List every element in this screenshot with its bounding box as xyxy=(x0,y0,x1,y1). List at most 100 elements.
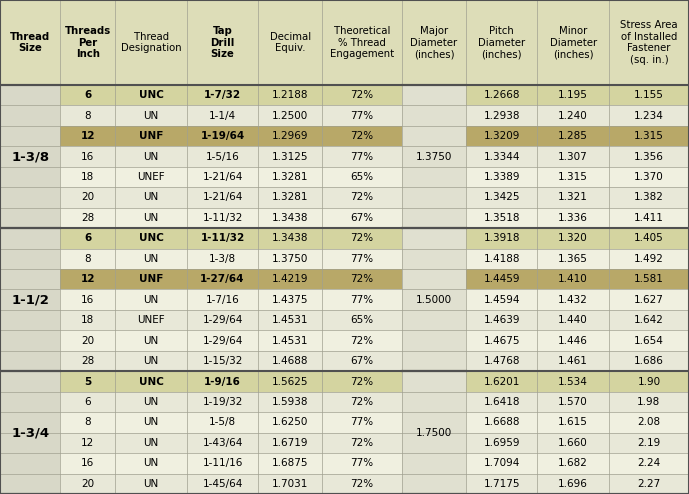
Bar xyxy=(61,85,115,105)
Text: 1.321: 1.321 xyxy=(558,193,588,203)
Text: 1-3/8: 1-3/8 xyxy=(209,254,236,264)
Text: 1-21/64: 1-21/64 xyxy=(203,193,243,203)
Text: 1-45/64: 1-45/64 xyxy=(203,479,243,489)
Text: 1.446: 1.446 xyxy=(558,335,588,346)
Text: 16: 16 xyxy=(81,152,94,162)
Bar xyxy=(61,146,115,167)
Bar xyxy=(61,207,115,228)
Bar xyxy=(466,371,537,392)
Text: 1-11/16: 1-11/16 xyxy=(203,458,243,468)
Text: 1-1/4: 1-1/4 xyxy=(209,111,236,121)
Text: 1.654: 1.654 xyxy=(634,335,664,346)
Text: 1.7031: 1.7031 xyxy=(272,479,308,489)
Text: 12: 12 xyxy=(81,274,95,284)
Text: 5: 5 xyxy=(84,376,92,386)
Bar xyxy=(609,392,689,412)
Text: 1.615: 1.615 xyxy=(558,417,588,427)
Text: 1.320: 1.320 xyxy=(558,233,588,244)
Text: Pitch
Diameter
(inches): Pitch Diameter (inches) xyxy=(478,26,525,59)
Bar xyxy=(322,371,402,392)
Text: 1.3425: 1.3425 xyxy=(484,193,520,203)
Text: 1-3/4: 1-3/4 xyxy=(11,426,50,439)
Text: 8: 8 xyxy=(85,417,91,427)
Bar xyxy=(187,269,258,289)
Text: 1.3750: 1.3750 xyxy=(416,152,452,162)
Bar xyxy=(322,146,402,167)
Text: 2.27: 2.27 xyxy=(637,479,661,489)
Text: 1-19/32: 1-19/32 xyxy=(203,397,243,407)
Text: Theoretical
% Thread
Engagement: Theoretical % Thread Engagement xyxy=(330,26,394,59)
Bar xyxy=(537,248,609,269)
Bar xyxy=(609,187,689,207)
Text: 28: 28 xyxy=(81,213,94,223)
Text: UN: UN xyxy=(143,254,158,264)
Text: 1.432: 1.432 xyxy=(558,295,588,305)
Text: UN: UN xyxy=(143,295,158,305)
Bar xyxy=(61,351,115,371)
Bar xyxy=(537,433,609,453)
Bar xyxy=(61,412,115,433)
Text: 1.696: 1.696 xyxy=(558,479,588,489)
Bar xyxy=(115,126,187,146)
Bar xyxy=(609,269,689,289)
Text: 1.642: 1.642 xyxy=(634,315,664,325)
Bar xyxy=(537,207,609,228)
Text: 18: 18 xyxy=(81,315,94,325)
Bar xyxy=(115,269,187,289)
Bar xyxy=(115,207,187,228)
Text: 1.4531: 1.4531 xyxy=(272,315,309,325)
Text: 6: 6 xyxy=(85,397,91,407)
Bar xyxy=(322,474,402,494)
Bar xyxy=(115,228,187,248)
Bar xyxy=(537,310,609,330)
Text: 77%: 77% xyxy=(351,458,373,468)
Bar xyxy=(187,126,258,146)
Bar xyxy=(187,167,258,187)
Text: 1.98: 1.98 xyxy=(637,397,661,407)
Bar xyxy=(537,371,609,392)
Text: 72%: 72% xyxy=(351,397,373,407)
Bar xyxy=(0,371,61,494)
Text: 1.6719: 1.6719 xyxy=(272,438,309,448)
Text: 1.6250: 1.6250 xyxy=(272,417,308,427)
Bar xyxy=(466,330,537,351)
Bar xyxy=(61,392,115,412)
Text: 1.356: 1.356 xyxy=(634,152,664,162)
Text: UN: UN xyxy=(143,438,158,448)
Bar xyxy=(258,474,322,494)
Text: 1-43/64: 1-43/64 xyxy=(203,438,243,448)
Bar xyxy=(322,392,402,412)
Text: 1.4219: 1.4219 xyxy=(272,274,309,284)
Text: 1.6875: 1.6875 xyxy=(272,458,309,468)
Text: 72%: 72% xyxy=(351,193,373,203)
Bar xyxy=(609,453,689,474)
Text: 1.4675: 1.4675 xyxy=(484,335,520,346)
Text: 1.315: 1.315 xyxy=(634,131,664,141)
Bar xyxy=(466,228,537,248)
Bar xyxy=(466,248,537,269)
Bar xyxy=(466,146,537,167)
Text: 20: 20 xyxy=(81,479,94,489)
Text: 1.3918: 1.3918 xyxy=(484,233,520,244)
Bar xyxy=(466,105,537,126)
Bar xyxy=(322,351,402,371)
Bar xyxy=(258,105,322,126)
Bar xyxy=(466,453,537,474)
Text: 72%: 72% xyxy=(351,438,373,448)
Bar xyxy=(322,412,402,433)
Bar xyxy=(187,433,258,453)
Text: 1-5/8: 1-5/8 xyxy=(209,417,236,427)
Bar xyxy=(258,412,322,433)
Bar xyxy=(322,433,402,453)
Bar xyxy=(609,207,689,228)
Bar xyxy=(187,412,258,433)
Bar xyxy=(322,248,402,269)
Text: 1.4639: 1.4639 xyxy=(484,315,520,325)
Bar xyxy=(258,248,322,269)
Bar xyxy=(609,351,689,371)
Text: 72%: 72% xyxy=(351,335,373,346)
Text: 1.2668: 1.2668 xyxy=(484,90,520,100)
Text: 2.19: 2.19 xyxy=(637,438,661,448)
Bar xyxy=(61,187,115,207)
Bar xyxy=(537,474,609,494)
